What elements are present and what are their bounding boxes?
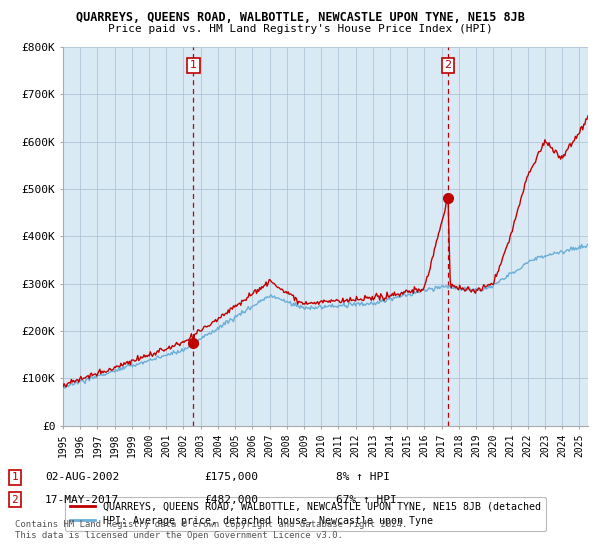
- Text: QUARREYS, QUEENS ROAD, WALBOTTLE, NEWCASTLE UPON TYNE, NE15 8JB: QUARREYS, QUEENS ROAD, WALBOTTLE, NEWCAS…: [76, 11, 524, 24]
- Text: Contains HM Land Registry data © Crown copyright and database right 2024.: Contains HM Land Registry data © Crown c…: [15, 520, 407, 529]
- Text: £482,000: £482,000: [204, 494, 258, 505]
- Text: This data is licensed under the Open Government Licence v3.0.: This data is licensed under the Open Gov…: [15, 531, 343, 540]
- Text: 1: 1: [11, 472, 19, 482]
- Text: Price paid vs. HM Land Registry's House Price Index (HPI): Price paid vs. HM Land Registry's House …: [107, 24, 493, 34]
- Text: 2: 2: [445, 60, 452, 71]
- Text: 17-MAY-2017: 17-MAY-2017: [45, 494, 119, 505]
- Text: 2: 2: [11, 494, 19, 505]
- Text: £175,000: £175,000: [204, 472, 258, 482]
- Text: 8% ↑ HPI: 8% ↑ HPI: [336, 472, 390, 482]
- Text: 1: 1: [190, 60, 197, 71]
- Legend: QUARREYS, QUEENS ROAD, WALBOTTLE, NEWCASTLE UPON TYNE, NE15 8JB (detached, HPI: : QUARREYS, QUEENS ROAD, WALBOTTLE, NEWCAS…: [65, 497, 547, 531]
- Text: 67% ↑ HPI: 67% ↑ HPI: [336, 494, 397, 505]
- Text: 02-AUG-2002: 02-AUG-2002: [45, 472, 119, 482]
